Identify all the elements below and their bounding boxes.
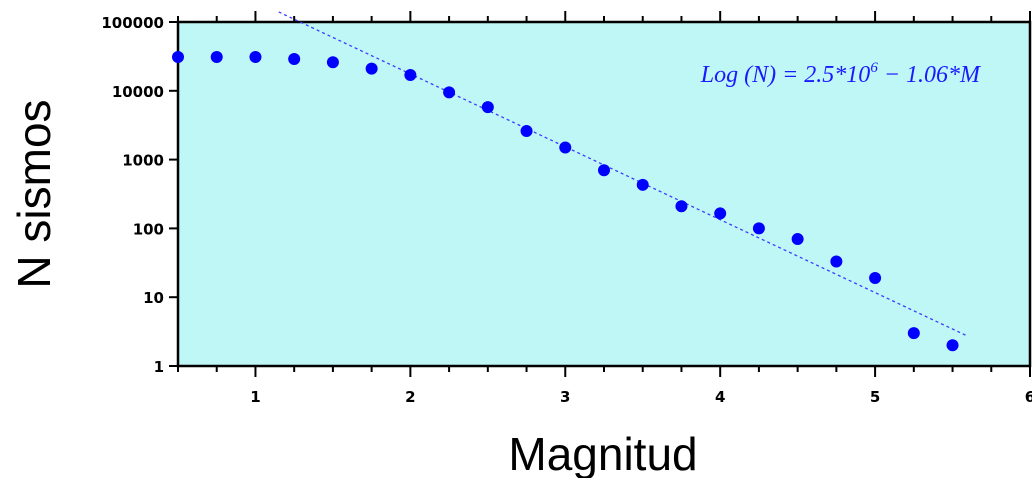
data-point bbox=[404, 68, 417, 81]
data-point bbox=[288, 52, 301, 65]
y-tick-label: 10 bbox=[143, 289, 164, 307]
x-axis-title: Magnitud bbox=[508, 428, 697, 478]
fit-equation-text: Log (N) = 2.5*10 bbox=[700, 62, 871, 88]
data-point bbox=[752, 222, 765, 235]
fit-line-layer bbox=[278, 11, 969, 337]
data-point bbox=[598, 164, 610, 177]
data-point bbox=[326, 56, 339, 69]
data-point bbox=[520, 125, 533, 138]
y-tick-label: 1000 bbox=[122, 152, 164, 170]
data-point bbox=[675, 200, 688, 213]
fit-line bbox=[278, 11, 969, 337]
data-point bbox=[907, 327, 920, 340]
y-tick-label: 100000 bbox=[101, 14, 164, 32]
x-tick-label: 6 bbox=[1025, 388, 1032, 406]
fit-equation-annotation: Log (N) = 2.5*106 − 1.06*M bbox=[700, 60, 982, 88]
data-point bbox=[443, 86, 456, 99]
data-points-layer bbox=[172, 50, 959, 352]
data-point bbox=[249, 50, 262, 63]
data-point bbox=[714, 207, 727, 220]
y-tick-label: 100 bbox=[133, 220, 164, 238]
data-point bbox=[365, 62, 378, 75]
data-point bbox=[791, 233, 804, 246]
fit-equation-suffix: − 1.06*M bbox=[878, 62, 982, 88]
data-point bbox=[172, 50, 184, 63]
data-point bbox=[869, 272, 882, 285]
x-tick-label: 4 bbox=[715, 388, 725, 406]
data-point bbox=[636, 178, 649, 191]
plot-area bbox=[176, 20, 1032, 368]
x-tick-label: 2 bbox=[405, 388, 415, 406]
data-point bbox=[830, 255, 843, 268]
data-point bbox=[946, 339, 959, 352]
y-tick-label: 10000 bbox=[112, 83, 164, 101]
fit-equation-exponent: 6 bbox=[870, 60, 878, 76]
data-point bbox=[559, 141, 572, 154]
x-axis: 1 2 3 4 5 6 bbox=[177, 11, 1032, 406]
y-axis: 1 10 100 1000 10000 100000 bbox=[101, 14, 178, 376]
x-tick-label: 3 bbox=[560, 388, 570, 406]
y-axis-title: N sismos bbox=[8, 99, 60, 288]
x-tick-label: 1 bbox=[250, 388, 260, 406]
x-tick-label: 5 bbox=[870, 388, 880, 406]
data-point bbox=[210, 50, 223, 63]
y-tick-label: 1 bbox=[154, 358, 164, 376]
data-point bbox=[481, 101, 494, 114]
